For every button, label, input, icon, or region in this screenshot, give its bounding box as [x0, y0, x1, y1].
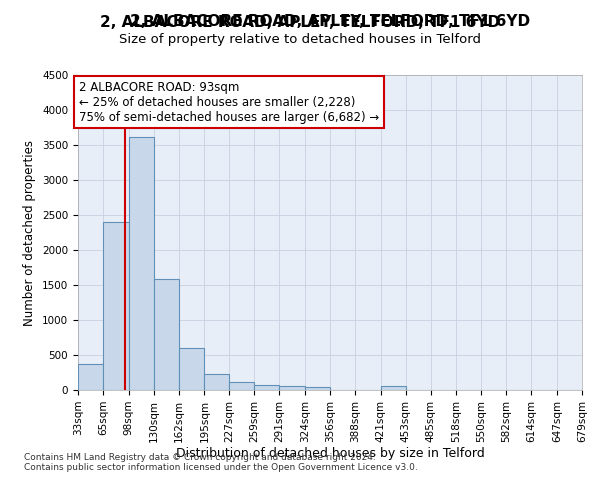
Y-axis label: Number of detached properties: Number of detached properties [23, 140, 37, 326]
Bar [254, 385, 279, 390]
Text: Size of property relative to detached houses in Telford: Size of property relative to detached ho… [119, 32, 481, 46]
Bar [279, 386, 305, 390]
Title: 2, ALBACORE ROAD, APLEY, TELFORD, TF1 6YD: 2, ALBACORE ROAD, APLEY, TELFORD, TF1 6Y… [130, 14, 530, 30]
Bar [179, 348, 205, 390]
Text: Contains public sector information licensed under the Open Government Licence v3: Contains public sector information licen… [24, 464, 418, 472]
Bar [78, 364, 103, 390]
Bar [205, 374, 229, 390]
Bar [129, 136, 154, 390]
Bar [229, 382, 254, 390]
Bar [103, 222, 129, 390]
Text: 2 ALBACORE ROAD: 93sqm
← 25% of detached houses are smaller (2,228)
75% of semi-: 2 ALBACORE ROAD: 93sqm ← 25% of detached… [79, 80, 379, 124]
Bar [381, 386, 406, 390]
Text: 2, ALBACORE ROAD, APLEY, TELFORD, TF1 6YD: 2, ALBACORE ROAD, APLEY, TELFORD, TF1 6Y… [100, 15, 500, 30]
X-axis label: Distribution of detached houses by size in Telford: Distribution of detached houses by size … [176, 448, 484, 460]
Bar [305, 387, 330, 390]
Text: Contains HM Land Registry data © Crown copyright and database right 2024.: Contains HM Land Registry data © Crown c… [24, 454, 376, 462]
Bar [154, 280, 179, 390]
